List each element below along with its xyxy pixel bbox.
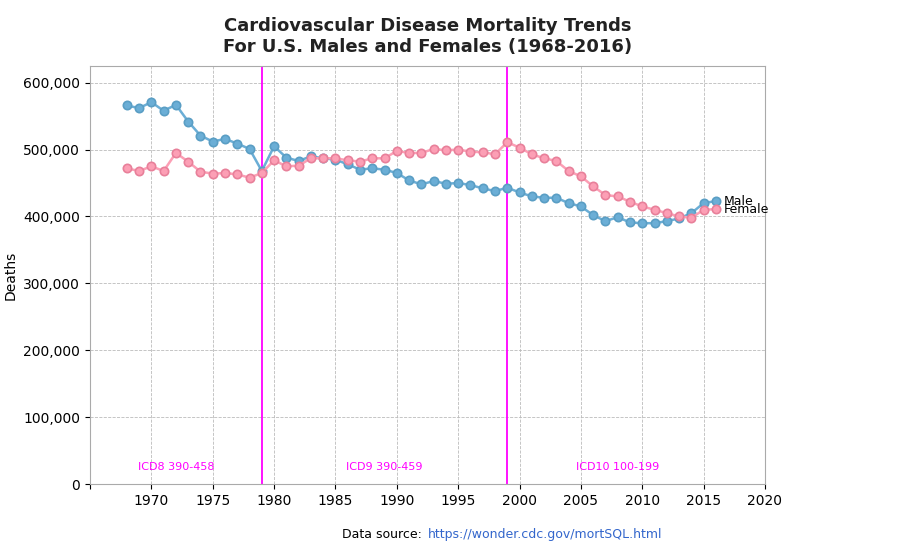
Text: ICD8 390-458: ICD8 390-458 — [138, 462, 214, 472]
Text: Female: Female — [724, 202, 769, 216]
Text: ICD9 390-459: ICD9 390-459 — [346, 462, 423, 472]
Text: https://wonder.cdc.gov/mortSQL.html: https://wonder.cdc.gov/mortSQL.html — [428, 528, 662, 541]
Title: Cardiovascular Disease Mortality Trends
For U.S. Males and Females (1968-2016): Cardiovascular Disease Mortality Trends … — [223, 17, 632, 56]
Text: Data source:: Data source: — [342, 528, 426, 541]
Text: Male: Male — [724, 195, 753, 207]
Y-axis label: Deaths: Deaths — [4, 250, 18, 300]
Text: ICD10 100-199: ICD10 100-199 — [576, 462, 660, 472]
